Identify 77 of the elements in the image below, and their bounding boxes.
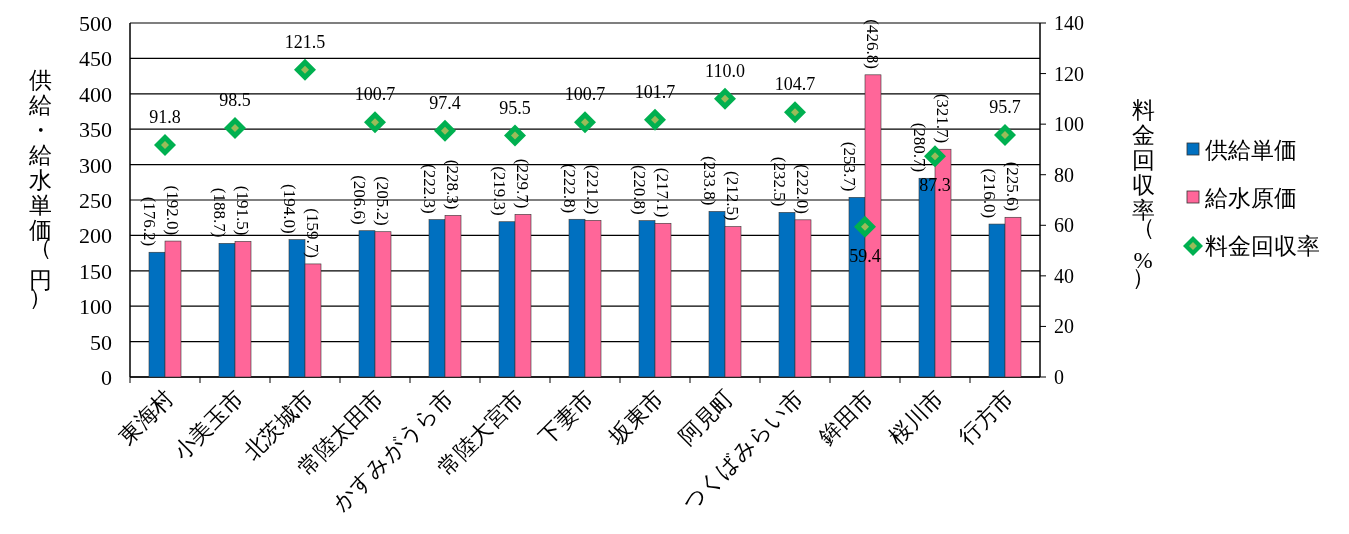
x-tick-label: 東海村 (114, 384, 179, 450)
y-tick-label: 300 (79, 152, 112, 178)
data-label: (221.2) (583, 164, 602, 215)
data-label: (206.6) (350, 175, 369, 225)
y-tick-label: 200 (79, 223, 112, 249)
data-label: 110.0 (705, 60, 745, 81)
data-label: (212.5) (723, 170, 742, 221)
y2-tick-label: 100 (1054, 113, 1084, 136)
y2-tick-label: 40 (1054, 264, 1074, 287)
x-tick-label: 行方市 (954, 384, 1019, 450)
data-label: (253.7) (840, 141, 859, 192)
data-label: (192.0) (163, 185, 182, 236)
y-tick-label: 250 (79, 188, 112, 213)
y-tick-label: 0 (101, 365, 112, 390)
data-label: (194.0) (280, 184, 299, 234)
legend-label: 給水原価 (1204, 186, 1297, 211)
text: 供給・給水単価（円） (28, 68, 52, 310)
data-label: 98.5 (219, 89, 251, 110)
y2-tick-label: 60 (1054, 214, 1074, 237)
y-tick-label: 350 (79, 117, 112, 143)
data-label: (225.6) (1003, 161, 1022, 212)
y2-tick-label: 20 (1054, 315, 1074, 338)
point (224, 116, 246, 139)
y-tick-label: 100 (79, 294, 112, 320)
data-label: (321.7) (933, 93, 952, 144)
y-tick-label: 450 (79, 46, 112, 72)
data-label: (219.3) (490, 166, 509, 216)
x-tick-label: 鉾田市 (814, 384, 879, 450)
data-label: (232.5) (770, 156, 789, 207)
point (434, 119, 456, 142)
data-label: (426.8) (863, 19, 882, 69)
data-label: (228.3) (443, 159, 462, 210)
data-label: 104.7 (774, 74, 816, 95)
point (154, 133, 176, 156)
data-label: 95.5 (499, 97, 531, 118)
data-label: 91.8 (149, 106, 181, 127)
y2-tick-label: 120 (1054, 62, 1084, 85)
y2-axis-title: 料金回収率（%） (1131, 98, 1155, 290)
data-label: (205.2) (373, 176, 392, 226)
point (364, 111, 386, 134)
point (994, 124, 1016, 147)
data-label: (217.1) (653, 167, 672, 218)
x-tick-label: 下妻市 (534, 384, 599, 450)
data-label: (220.8) (630, 165, 649, 215)
data-label: 95.7 (989, 97, 1021, 118)
y2-tick-label: 0 (1054, 366, 1064, 388)
point (784, 101, 806, 124)
data-label: 97.4 (429, 92, 461, 113)
point (294, 58, 316, 81)
point (924, 145, 946, 168)
x-tick-label: 桜川市 (884, 384, 949, 450)
y-tick-label: 400 (79, 81, 112, 107)
data-label: (222.8) (560, 163, 579, 214)
data-label: (191.5) (233, 185, 252, 236)
point (854, 215, 876, 238)
data-label: (216.0) (980, 168, 999, 219)
point (574, 111, 596, 134)
data-label: (222.3) (420, 164, 439, 214)
y-tick-label: 500 (79, 11, 112, 36)
data-label: (280.7) (910, 122, 929, 173)
legend-label: 供給単価 (1205, 138, 1297, 163)
data-label: 87.3 (919, 175, 951, 196)
point (504, 124, 526, 147)
data-label: (233.8) (700, 155, 719, 206)
x-tick-label: 坂東市 (603, 384, 669, 450)
y-tick-label: 50 (90, 329, 112, 355)
point (644, 108, 666, 131)
point (714, 87, 736, 110)
data-label: 121.5 (284, 31, 326, 52)
data-label: (229.7) (513, 158, 532, 209)
y2-tick-label: 140 (1054, 12, 1084, 34)
data-label: (222.0) (793, 164, 812, 214)
y-tick-label: 150 (79, 258, 112, 284)
data-label: (176.2) (140, 196, 159, 247)
y2-tick-label: 80 (1054, 163, 1074, 186)
data-label: (159.7) (303, 208, 322, 258)
legend-label: 料金回収率 (1205, 234, 1320, 259)
